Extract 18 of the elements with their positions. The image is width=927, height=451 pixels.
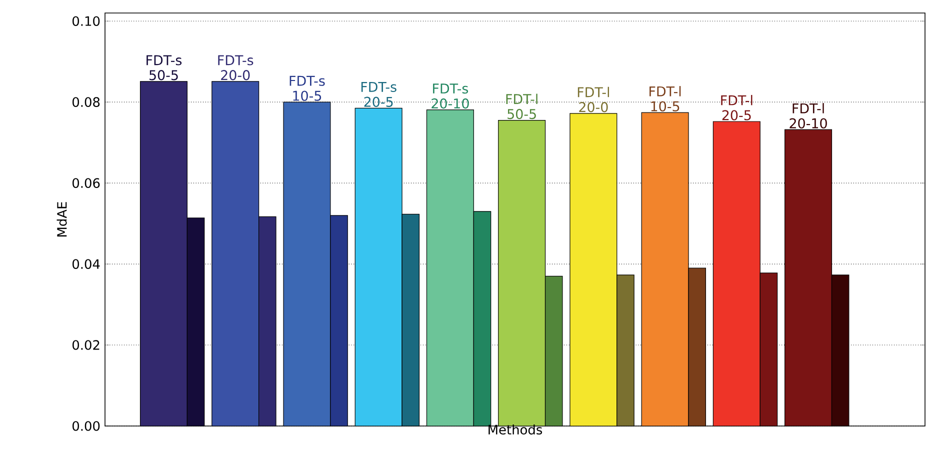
x-tick-label: FDT-l 20-0 <box>578 86 609 112</box>
y-tick-label: 0.04 <box>72 259 100 269</box>
y-tick-label: 0.02 <box>72 340 100 350</box>
x-tick-label: FDT-l 50-5 <box>506 94 538 120</box>
x-tick-label: FDT-s 20-10 <box>432 84 469 109</box>
x-tick-label: FDT-s 20-0 <box>218 55 254 80</box>
x-tick-label: FDT-s 50-5 <box>146 55 182 80</box>
y-tick-label: 0.08 <box>72 97 100 107</box>
x-tick-label: FDT-s 10-5 <box>290 76 325 101</box>
y-axis-title: MdAE <box>56 202 67 236</box>
x-tick-label: FDT-l 20-10 <box>790 103 827 128</box>
x-tick-label: FDT-l 10-5 <box>650 86 681 112</box>
x-tick-label: FDT-s 20-5 <box>361 82 396 107</box>
y-tick-label: 0.00 <box>72 421 100 431</box>
x-tick-label: FDT-l 20-5 <box>721 94 752 120</box>
y-tick-label: 0.10 <box>72 16 100 26</box>
y-tick-label: 0.06 <box>72 178 100 188</box>
x-axis-title: Methods <box>488 424 542 435</box>
